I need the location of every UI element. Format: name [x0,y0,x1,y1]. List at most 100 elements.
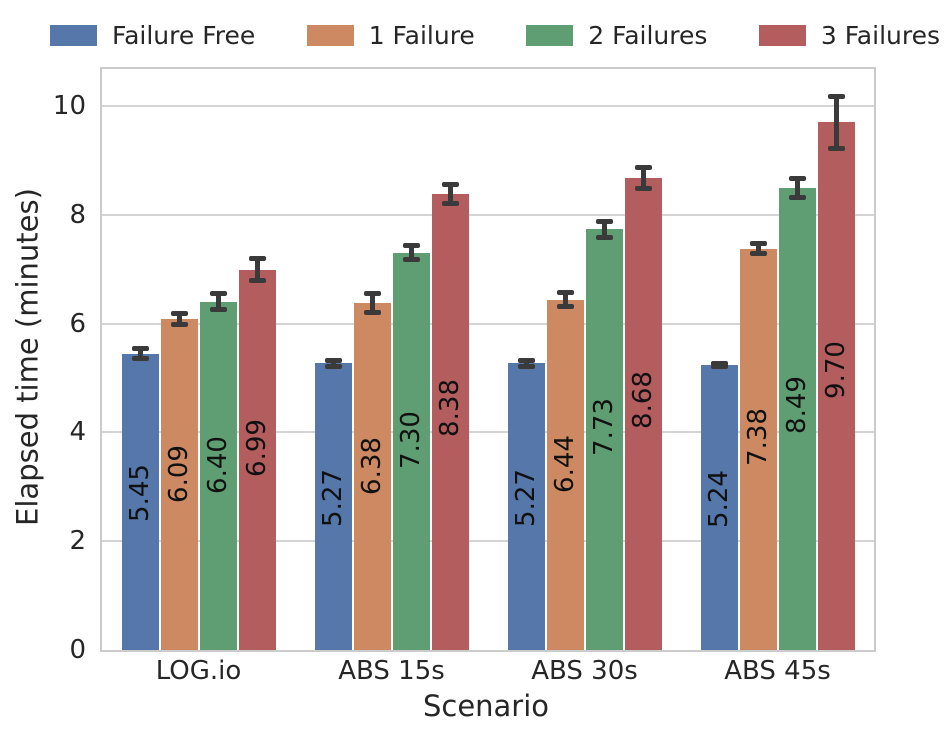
gridline [102,104,874,107]
legend-label: 1 Failure [368,20,475,50]
error-bar-cap [363,290,381,296]
bar-1-failure-abs-15s [353,302,391,650]
y-tick-label: 6 [69,308,86,339]
legend-item-2-failures: 2 Failures [526,23,707,48]
error-bar-cap [248,278,266,284]
error-bar [755,243,761,254]
error-bar-cap [749,250,767,256]
error-bar-cap [209,307,227,313]
bar-3-failures-log-io [238,269,276,650]
legend-item-3-failures: 3 Failures [758,23,940,48]
y-axis-label: Elapsed time (minutes) [10,188,45,526]
gridline [102,213,874,216]
error-bar [833,96,839,149]
bar-failure-free-log-io [121,353,159,650]
bar-value-label: 5.24 [704,469,734,528]
bar-value-label: 5.27 [511,469,541,527]
bar-3-failures-abs-30s [624,177,662,650]
error-bar-cap [209,291,227,297]
bar-value-label: 7.38 [743,408,773,467]
error-bar [447,184,453,204]
bar-value-label: 7.73 [589,398,619,457]
error-bar-cap [402,257,420,263]
bar-failure-free-abs-15s [314,363,352,650]
error-bar [523,360,529,367]
legend-swatch-icon [526,24,574,46]
bar-2-failures-abs-15s [392,252,430,650]
error-bar-cap [827,93,845,99]
error-bar [601,221,607,238]
error-bar [640,167,646,189]
legend-swatch-icon [758,24,806,46]
error-bar-cap [324,363,342,369]
error-bar-cap [556,290,574,296]
legend-label: 2 Failures [588,20,708,50]
gridline [102,322,874,325]
x-tick-label: ABS 45s [724,656,831,686]
bar-value-label: 6.99 [242,419,272,478]
error-bar [254,258,260,281]
error-bar-cap [595,218,613,224]
bar-value-label: 6.38 [357,437,387,495]
legend-swatch-icon [50,24,97,46]
x-tick-label: ABS 15s [338,656,445,686]
gridline [102,431,874,434]
legend-swatch-icon [306,24,354,46]
bar-2-failures-abs-45s [778,188,816,650]
error-bar-cap [248,256,266,262]
error-bar-cap [749,241,767,247]
bar-value-label: 8.68 [628,370,658,429]
bar-value-label: 8.38 [435,379,465,438]
plot-area: 5.45 6.09 6.40 6.99 5.27 6.38 7.30 8.38 5.27 6.44… [100,67,876,652]
legend-item-1-failure: 1 Failure [306,20,475,50]
error-bar [369,293,375,313]
bar-failure-free-abs-45s [700,364,738,650]
error-bar-cap [363,310,381,316]
y-tick-label: 0 [69,635,86,665]
error-bar-cap [556,304,574,310]
error-bar-cap [517,364,535,370]
error-bar [176,313,182,325]
error-bar [562,292,568,307]
bar-3-failures-abs-15s [431,194,469,650]
x-axis-label: Scenario [422,689,550,723]
bar-value-label: 6.40 [203,436,233,495]
y-tick-label: 8 [69,199,86,230]
error-bar-cap [634,164,652,170]
legend: Failure Free 1 Failure 2 Failures 3 Failure… [50,16,940,54]
error-bar-cap [595,235,613,241]
error-bar-cap [131,355,149,361]
bar-value-label: 6.09 [164,445,194,504]
x-tick-label: LOG.io [155,656,242,686]
bar-value-label: 9.70 [821,341,851,400]
bar-2-failures-log-io [199,301,237,650]
error-bar-cap [788,176,806,182]
error-bar [137,348,143,359]
y-tick-label: 10 [52,90,86,121]
error-bar [330,360,336,367]
bar-2-failures-abs-30s [585,229,623,650]
error-bar [215,293,221,310]
error-bar-cap [131,346,149,352]
legend-label: Failure Free [112,20,256,50]
error-bar-cap [170,321,188,327]
error-bar-cap [402,243,420,249]
error-bar-cap [634,185,652,191]
bar-3-failures-abs-45s [817,122,855,650]
error-bar-cap [517,357,535,363]
bar-value-label: 5.27 [318,469,348,527]
error-bar-cap [827,145,845,151]
error-bar-cap [441,182,459,188]
bar-value-label: 5.45 [125,463,155,522]
error-bar-cap [710,364,728,370]
error-bar [794,178,800,198]
error-bar-cap [788,194,806,200]
bar-1-failure-abs-30s [546,299,584,650]
y-tick-label: 2 [69,526,86,557]
gridline [102,540,874,543]
bar-failure-free-abs-30s [507,363,545,650]
bar-1-failure-log-io [160,318,198,650]
error-bar-cap [441,200,459,206]
error-bar [408,245,414,260]
